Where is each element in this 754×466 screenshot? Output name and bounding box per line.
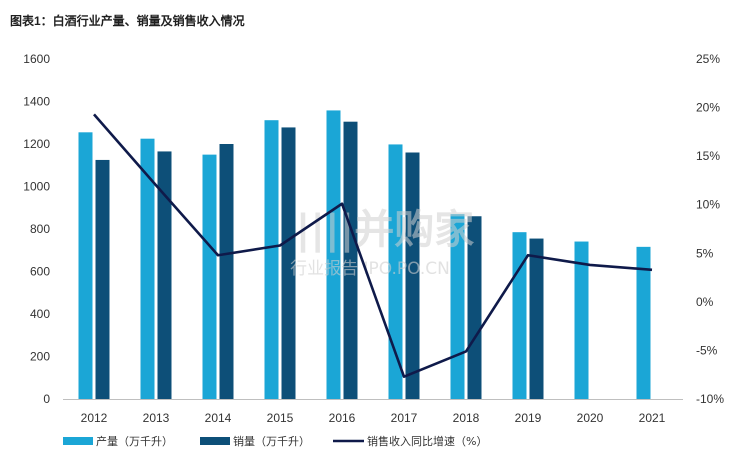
x-tick-label: 2017 <box>391 411 418 425</box>
x-tick-label: 2016 <box>329 411 356 425</box>
bar-production <box>78 132 93 399</box>
x-tick-label: 2012 <box>81 411 108 425</box>
watermark-sub: 行业报告 IPO.PO.CN <box>290 259 450 279</box>
bar-sales <box>529 238 544 399</box>
bar-sales <box>219 144 234 399</box>
bar-sales <box>405 152 420 399</box>
y-left-tick-label: 1000 <box>23 180 50 194</box>
bar-sales <box>281 127 296 400</box>
x-tick-label: 2013 <box>143 411 170 425</box>
bar-sales <box>157 151 172 399</box>
y-left-tick-label: 1400 <box>23 95 50 109</box>
line-revenue-growth <box>93 113 653 378</box>
y-right-tick-label: 20% <box>696 101 720 115</box>
y-right-tick-label: 5% <box>696 246 714 260</box>
y-right-tick-label: -5% <box>696 343 718 357</box>
y-left-tick-label: 200 <box>30 350 50 364</box>
bar-production <box>636 246 651 399</box>
chart-title: 图表1：白酒行业产量、销量及销售收入情况 <box>10 14 245 28</box>
legend-swatch-production <box>63 437 93 445</box>
x-tick-label: 2020 <box>577 411 604 425</box>
bar-sales <box>467 216 482 399</box>
bar-production <box>202 154 217 399</box>
y-right-tick-label: 0% <box>696 295 714 309</box>
bar-production <box>512 232 527 399</box>
y-left-tick-label: 0 <box>43 392 50 406</box>
bar-production <box>388 144 403 399</box>
y-right-tick-label: 25% <box>696 52 720 66</box>
x-tick-label: 2015 <box>267 411 294 425</box>
bar-sales <box>343 121 358 399</box>
legend-label-sales: 销量（万千升） <box>233 434 310 448</box>
legend-swatch-sales <box>200 437 230 445</box>
bar-production <box>264 120 279 399</box>
y-left-tick-label: 1200 <box>23 137 50 151</box>
bar-sales <box>95 159 110 399</box>
x-tick-label: 2014 <box>205 411 232 425</box>
bar-production <box>574 241 589 399</box>
y-right-tick-label: 10% <box>696 198 720 212</box>
y-left-tick-label: 1600 <box>23 52 50 66</box>
watermark-main: ||||并购家 <box>296 207 474 254</box>
y-right-tick-label: -10% <box>696 392 724 406</box>
x-tick-label: 2018 <box>453 411 480 425</box>
legend-label-growth: 销售收入同比增速（%） <box>367 434 487 448</box>
y-left-tick-label: 400 <box>30 307 50 321</box>
x-tick-label: 2019 <box>515 411 542 425</box>
bar-production <box>140 138 155 399</box>
x-tick-label: 2021 <box>639 411 666 425</box>
y-left-tick-label: 800 <box>30 222 50 236</box>
y-right-tick-label: 15% <box>696 149 720 163</box>
bar-production <box>326 110 341 400</box>
legend-label-production: 产量（万千升） <box>96 434 173 448</box>
y-left-tick-label: 600 <box>30 265 50 279</box>
